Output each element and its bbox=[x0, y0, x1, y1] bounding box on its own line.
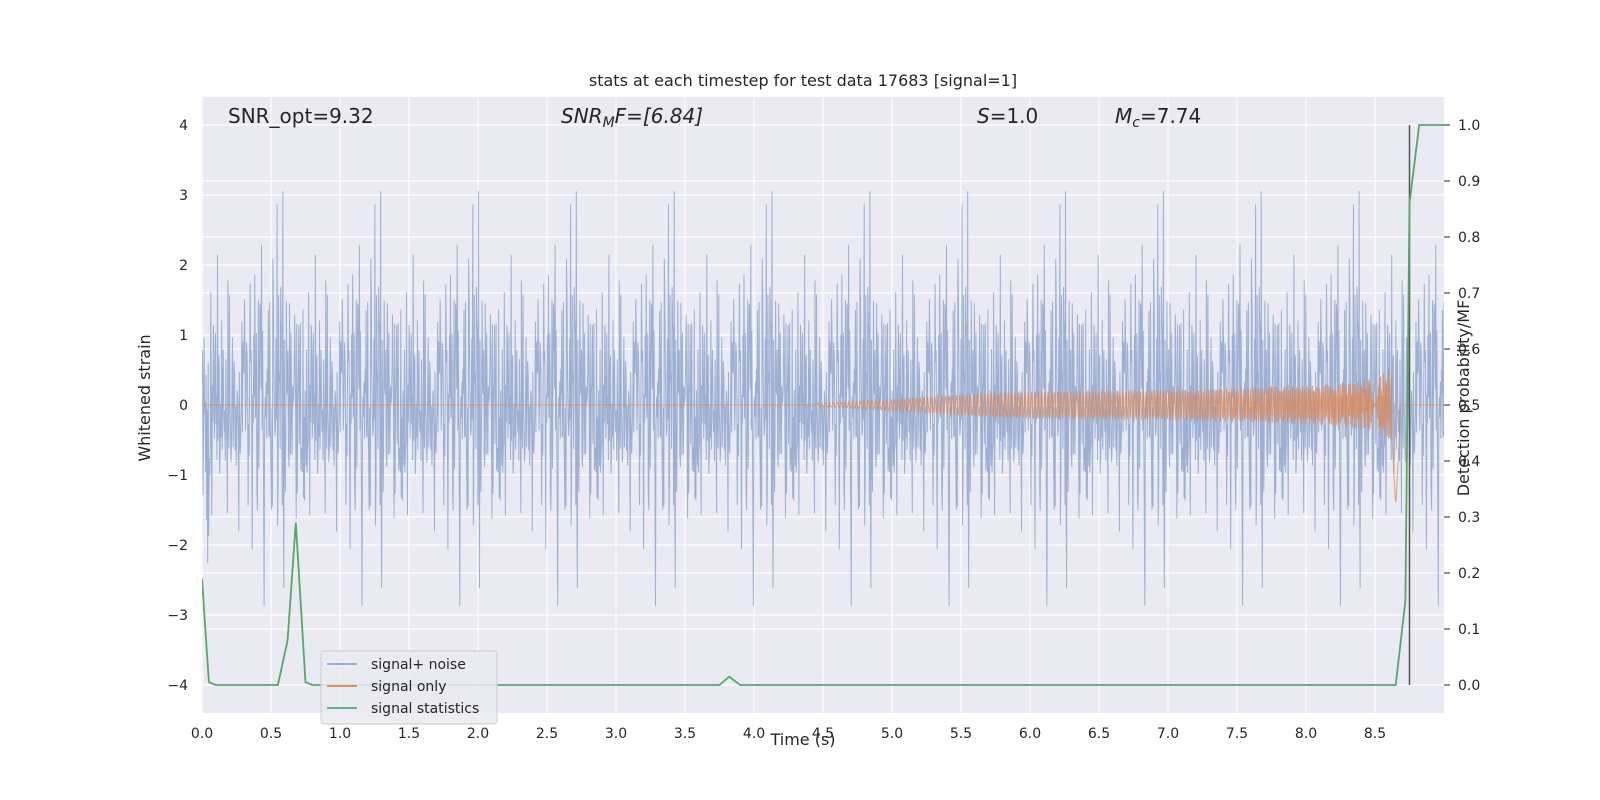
y-tick-label: −3 bbox=[167, 608, 188, 624]
legend-label-signal-noise: signal+ noise bbox=[371, 657, 466, 673]
y-tick-label: 1 bbox=[179, 328, 188, 344]
x-tick-label: 8.0 bbox=[1295, 726, 1317, 742]
mc-label: M bbox=[1115, 104, 1132, 128]
y-tick-label: 2 bbox=[179, 258, 188, 274]
y2-tick-label: 0.2 bbox=[1458, 566, 1480, 582]
annotation-mc: Mc=7.74 bbox=[1115, 104, 1201, 131]
x-tick-label: 7.0 bbox=[1157, 726, 1179, 742]
x-tick-label: 8.5 bbox=[1364, 726, 1386, 742]
legend-box bbox=[320, 650, 498, 725]
y-tick-label: −4 bbox=[167, 678, 188, 694]
x-tick-label: 2.0 bbox=[467, 726, 489, 742]
chart-title: stats at each timestep for test data 176… bbox=[589, 71, 1017, 90]
snr-mf-base: SNR bbox=[561, 104, 603, 128]
x-tick-label: 6.0 bbox=[1019, 726, 1041, 742]
y-tick-label: 0 bbox=[179, 398, 188, 414]
y-tick-label: 4 bbox=[179, 118, 188, 134]
y2-tick-label: 0.7 bbox=[1458, 286, 1480, 302]
x-tick-label: 1.0 bbox=[329, 726, 351, 742]
series-signal-only bbox=[202, 369, 1444, 503]
y2-tick-label: 0.1 bbox=[1458, 622, 1480, 638]
y2-tick-label: 0.6 bbox=[1458, 342, 1480, 358]
legend-label-signal-only: signal only bbox=[371, 679, 446, 695]
x-tick-label: 1.5 bbox=[398, 726, 420, 742]
annotation-snr-opt: SNR_opt=9.32 bbox=[228, 104, 374, 128]
x-tick-label: 5.0 bbox=[881, 726, 903, 742]
y2-tick-label: 1.0 bbox=[1458, 118, 1480, 134]
y2-axis-ticks: 1.0 0.9 0.8 0.7 0.6 0.5 0.4 0.3 0.2 0.1 0.0 bbox=[1444, 118, 1480, 694]
y-axis-ticks: 4 3 2 1 0 −1 −2 −3 −4 bbox=[167, 118, 188, 694]
x-tick-label: 3.0 bbox=[605, 726, 627, 742]
y2-tick-label: 0.8 bbox=[1458, 230, 1480, 246]
y2-tick-label: 0.0 bbox=[1458, 678, 1480, 694]
annotation-snr-mf: SNRMF=[6.84] bbox=[561, 104, 703, 131]
annotation-s: S=1.0 bbox=[977, 104, 1038, 128]
y2-tick-label: 0.4 bbox=[1458, 454, 1480, 470]
x-tick-label: 4.5 bbox=[812, 726, 834, 742]
mc-sub: c bbox=[1132, 115, 1140, 131]
x-tick-label: 5.5 bbox=[950, 726, 972, 742]
y2-tick-label: 0.3 bbox=[1458, 510, 1480, 526]
x-tick-label: 4.0 bbox=[743, 726, 765, 742]
x-tick-label: 6.5 bbox=[1088, 726, 1110, 742]
y2-tick-label: 0.9 bbox=[1458, 174, 1480, 190]
x-tick-label: 3.5 bbox=[674, 726, 696, 742]
y2-axis-label: Detection probability/MF bbox=[1454, 300, 1473, 497]
y-axis-label: Whitened strain bbox=[135, 334, 154, 461]
x-tick-label: 0.5 bbox=[260, 726, 282, 742]
s-value: =1.0 bbox=[990, 104, 1039, 128]
snr-mf-rest: F=[6.84] bbox=[615, 104, 703, 128]
series-signal-noise bbox=[202, 191, 1444, 606]
y-tick-label: 3 bbox=[179, 188, 188, 204]
legend-label-signal-statistics: signal statistics bbox=[371, 701, 479, 717]
x-tick-label: 0.0 bbox=[191, 726, 213, 742]
y2-tick-label: 0.5 bbox=[1458, 398, 1480, 414]
x-tick-label: 7.5 bbox=[1226, 726, 1248, 742]
legend: signal+ noise signal only signal statist… bbox=[320, 650, 498, 725]
snr-mf-sub: M bbox=[603, 115, 615, 131]
y-tick-label: −2 bbox=[167, 538, 188, 554]
s-label: S bbox=[977, 104, 990, 128]
y-tick-label: −1 bbox=[167, 468, 188, 484]
mc-value: =7.74 bbox=[1140, 104, 1201, 128]
x-axis-label: Time (s) bbox=[769, 730, 835, 749]
x-tick-label: 2.5 bbox=[536, 726, 558, 742]
x-axis-ticks: 0.0 0.5 1.0 1.5 2.0 2.5 3.0 3.5 4.0 4.5 5.0 5.5 6.0 6… bbox=[191, 726, 1386, 742]
